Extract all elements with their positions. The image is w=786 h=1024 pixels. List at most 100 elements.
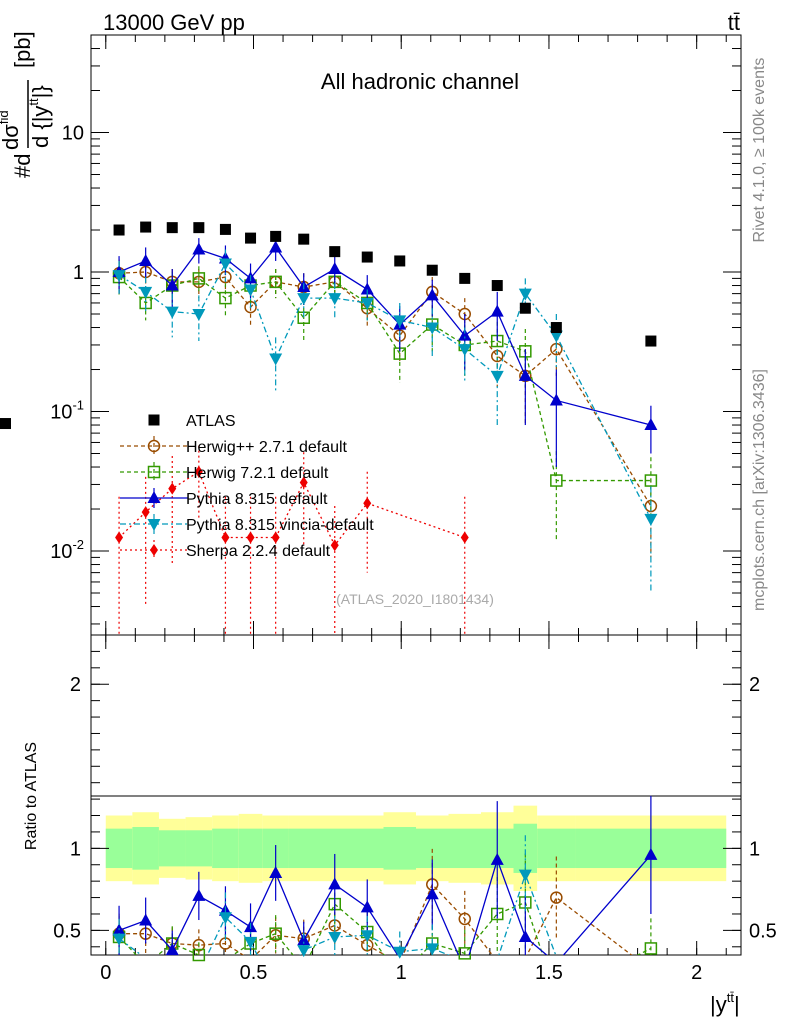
- legend-entry: Herwig 7.2.1 default: [120, 462, 329, 482]
- data-point: [192, 309, 206, 322]
- atlas-data-point: [519, 302, 531, 314]
- ratio-series-line: [119, 1009, 465, 1011]
- ratio-tick-label-right: 2: [749, 674, 760, 696]
- legend: ATLAS Herwig++ 2.7.1 default Herwig 7.2.1 …: [120, 413, 374, 560]
- data-point: [360, 282, 374, 295]
- legend-marker: [147, 519, 161, 531]
- data-point: [490, 370, 504, 383]
- atlas-data-point: [459, 272, 471, 284]
- ratio-band-inner: [132, 827, 159, 870]
- ratio-plot-frame: [90, 634, 742, 956]
- data-point: [297, 293, 311, 306]
- data-point: [360, 297, 374, 310]
- y-label-ratio: Ratio to ATLAS: [23, 742, 40, 850]
- legend-entry: Sherpa 2.2.4 default: [120, 540, 331, 560]
- ratio-data-point: [192, 948, 206, 962]
- legend-entry: ATLAS: [148, 413, 236, 430]
- ratio-tick-label-left: 2: [70, 674, 81, 696]
- data-point: [393, 315, 407, 328]
- side-text-site: mcplots.cern.ch [arXiv:1306.3436]: [751, 369, 768, 611]
- ratio-data-point: [644, 847, 658, 860]
- ratio-data-point: [393, 946, 407, 959]
- data-point: [168, 482, 177, 495]
- ratio-band-inner: [448, 828, 481, 869]
- x-tick-label: 1.5: [535, 962, 563, 984]
- data-point: [192, 242, 206, 255]
- y-tick-label: 1: [73, 262, 84, 284]
- atlas-data-point: [329, 246, 341, 258]
- data-point: [363, 497, 372, 510]
- ratio-band-inner: [537, 828, 576, 869]
- watermark: (ATLAS_2020_I1801434): [336, 591, 494, 607]
- data-point: [218, 258, 232, 271]
- data-point: [139, 286, 153, 299]
- data-point: [269, 240, 283, 253]
- data-point: [165, 278, 179, 291]
- data-point: [490, 304, 504, 317]
- atlas-data-point: [394, 255, 406, 267]
- legend-marker: [147, 439, 161, 453]
- atlas-data-point: [0, 418, 11, 430]
- legend-label: Herwig 7.2.1 default: [186, 465, 329, 482]
- data-point: [425, 322, 439, 335]
- ratio-data-point: [644, 942, 658, 955]
- ratio-band-inner: [238, 828, 263, 869]
- ratio-band-inner: [105, 828, 133, 869]
- ratio-data-point: [269, 927, 282, 940]
- data-point: [644, 474, 658, 487]
- data-point: [269, 353, 283, 366]
- ratio-series-line: [119, 883, 633, 955]
- svg-text:[pb]: [pb]: [10, 31, 35, 68]
- legend-entry: Herwig++ 2.7.1 default: [120, 436, 348, 456]
- series-line: [118, 470, 465, 547]
- ratio-series-layer: [112, 795, 658, 1011]
- ratio-data-point: [425, 943, 439, 956]
- side-text-rivet: Rivet 4.1.0, ≥ 100k events: [751, 58, 768, 243]
- data-point: [269, 275, 282, 289]
- ratio-tick-label-right: 1: [749, 838, 760, 860]
- legend-label: Pythia 8.315 default: [186, 491, 328, 508]
- atlas-data-point: [219, 223, 231, 235]
- atlas-data-point: [298, 233, 310, 245]
- atlas-data-point: [645, 335, 657, 347]
- data-point: [518, 288, 532, 301]
- process-label: tt̄: [728, 10, 740, 35]
- ratio-tick-label-left: 1: [70, 838, 81, 860]
- y-tick-label: 10-1: [50, 398, 84, 424]
- y-label-main: #d dσfid d {|ytt̄|} [pb]: [0, 31, 53, 178]
- ratio-band-inner: [351, 828, 384, 869]
- svg-text:|ytt̄|: |ytt̄|: [710, 990, 740, 1017]
- data-point: [271, 531, 280, 544]
- axis-ticks: 0 0.5 1 1.5 2 10-2 10-1 1 10 0.5 0.5 1 1 2 2: [50, 34, 777, 984]
- ratio-tick-label-right: 0.5: [749, 920, 777, 942]
- data-point: [139, 253, 153, 266]
- data-point: [330, 539, 339, 552]
- legend-label: ATLAS: [186, 413, 236, 430]
- legend-marker: [148, 414, 160, 426]
- legend-marker: [147, 491, 161, 503]
- data-point: [518, 368, 532, 381]
- data-point: [194, 465, 203, 478]
- series-layer: [0, 221, 658, 635]
- ratio-data-point: [218, 912, 232, 925]
- data-point: [112, 270, 126, 283]
- svg-text:#d: #d: [10, 154, 35, 178]
- data-point: [246, 531, 255, 544]
- data-point: [425, 288, 439, 301]
- x-tick-label: 0.5: [240, 962, 268, 984]
- ratio-data-point: [490, 852, 504, 865]
- ratio-data-point: [518, 869, 532, 882]
- atlas-data-point: [550, 322, 562, 334]
- series-line: [119, 271, 652, 507]
- data-point: [644, 513, 658, 526]
- ratio-data-point: [112, 933, 126, 946]
- channel-title: All hadronic channel: [321, 69, 519, 94]
- y-tick-label: 10-2: [50, 537, 84, 563]
- ratio-data-point: [360, 900, 374, 913]
- x-tick-label: 2: [691, 962, 702, 984]
- ratio-data-point: [518, 929, 532, 942]
- energy-label: 13000 GeV pp: [103, 10, 245, 35]
- data-point: [299, 476, 308, 489]
- atlas-data-point: [140, 221, 152, 233]
- ratio-data-point: [458, 912, 471, 926]
